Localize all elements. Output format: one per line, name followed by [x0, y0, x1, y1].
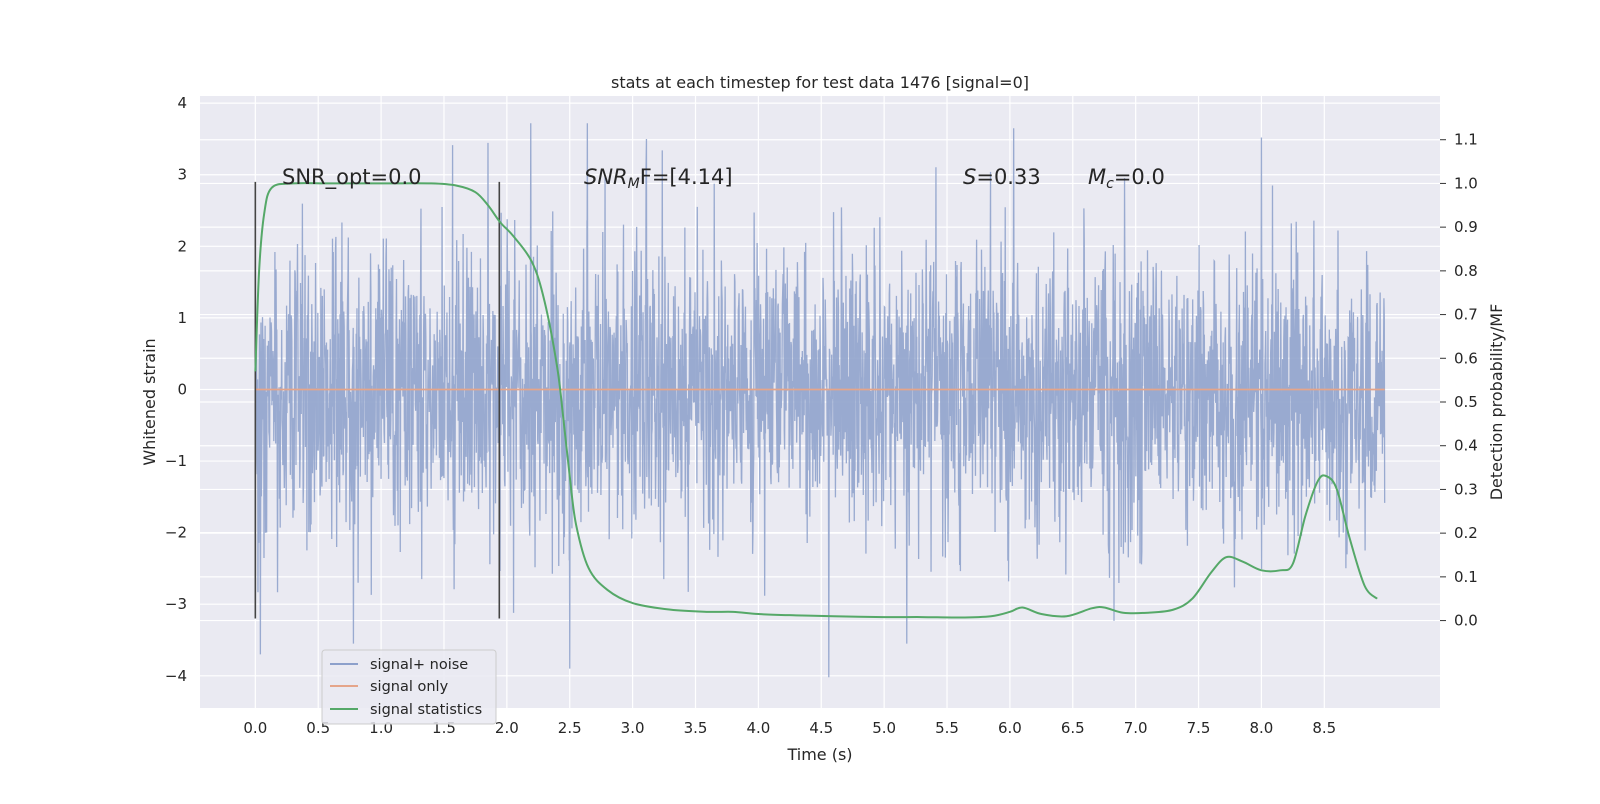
snr-mf-subscript: M	[628, 176, 640, 192]
y-tick-label-left: 2	[177, 237, 187, 255]
mc-subscript: c	[1106, 176, 1114, 192]
legend: signal+ noise signal only signal statist…	[321, 649, 497, 725]
annotation-snr-mf: SNRMF=[4.14]	[584, 165, 733, 192]
x-tick-label: 7.5	[1187, 719, 1211, 737]
y-tick-label-right: 0.5	[1454, 393, 1478, 411]
y-tick-label-right: 0.8	[1454, 262, 1478, 280]
x-tick-label: 3.0	[621, 719, 645, 737]
y-tick-label-left: −2	[165, 524, 187, 542]
annotation-s: S=0.33	[963, 165, 1041, 189]
stats-series	[254, 182, 1378, 619]
y-tick-label-right: 0.4	[1454, 437, 1478, 455]
snr-mf-value: F=[4.14]	[640, 165, 733, 189]
y-tick-label-left: −3	[165, 595, 187, 613]
s-symbol: S	[963, 165, 976, 189]
y-tick-label-left: 0	[177, 380, 187, 398]
y-tick-label-right: 0.9	[1454, 218, 1478, 236]
noise-series	[254, 123, 1386, 678]
right-axis-label: Detection probability/MF	[1487, 304, 1506, 501]
snr-mf-symbol: SNR	[584, 165, 628, 189]
x-tick-label: 2.0	[495, 719, 519, 737]
x-tick-label: 0.0	[243, 719, 267, 737]
y-tick-label-right: 1.1	[1454, 131, 1478, 149]
annotation-snr-opt: SNR_opt=0.0	[282, 165, 422, 190]
legend-label-noise: signal+ noise	[370, 657, 468, 673]
x-tick-label: 6.0	[998, 719, 1022, 737]
x-tick-label: 4.0	[746, 719, 770, 737]
y-tick-label-left: 4	[177, 94, 187, 112]
y-tick-label-right: 0.0	[1454, 612, 1478, 630]
s-value: =0.33	[976, 165, 1040, 189]
x-tick-label: 4.5	[809, 719, 833, 737]
y-tick-label-left: −4	[165, 667, 187, 685]
y-tick-label-right: 0.6	[1454, 349, 1478, 367]
y-tick-label-right: 0.1	[1454, 568, 1478, 586]
legend-box	[321, 649, 497, 725]
x-tick-label: 5.0	[872, 719, 896, 737]
x-axis-label: Time (s)	[786, 745, 852, 764]
left-axis-label: Whitened strain	[140, 338, 159, 465]
mc-symbol: M	[1088, 165, 1106, 189]
mc-value: =0.0	[1114, 165, 1165, 189]
x-tick-label: 6.5	[1061, 719, 1085, 737]
x-tick-label: 5.5	[935, 719, 959, 737]
y-tick-label-right: 0.2	[1454, 524, 1478, 542]
legend-label-signal: signal only	[370, 679, 449, 695]
y-tick-label-left: −1	[165, 452, 187, 470]
y-tick-label-left: 3	[177, 166, 187, 184]
left-axis-ticks: 4 3 2 1 0 −1 −2 −3 −4	[165, 94, 187, 685]
y-tick-label-right: 0.3	[1454, 480, 1478, 498]
x-tick-label: 3.5	[684, 719, 708, 737]
signal-statistics-line	[254, 182, 1378, 619]
annotation-mc: Mc=0.0	[1088, 165, 1165, 192]
x-tick-label: 8.0	[1249, 719, 1273, 737]
right-axis-ticks: 1.1 1.0 0.9 0.8 0.7 0.6 0.5 0.4 0.3 0.2 0.1 0.0	[1440, 131, 1478, 630]
vertical-markers	[254, 181, 501, 619]
x-tick-label: 7.0	[1124, 719, 1148, 737]
x-tick-label: 8.5	[1312, 719, 1336, 737]
x-tick-label: 2.5	[558, 719, 582, 737]
y-tick-label-left: 1	[177, 309, 187, 327]
legend-label-stats: signal statistics	[370, 702, 482, 718]
y-tick-label-right: 0.7	[1454, 306, 1478, 324]
noise-line	[254, 123, 1386, 678]
chart-title: stats at each timestep for test data 147…	[611, 73, 1029, 92]
y-tick-label-right: 1.0	[1454, 174, 1478, 192]
